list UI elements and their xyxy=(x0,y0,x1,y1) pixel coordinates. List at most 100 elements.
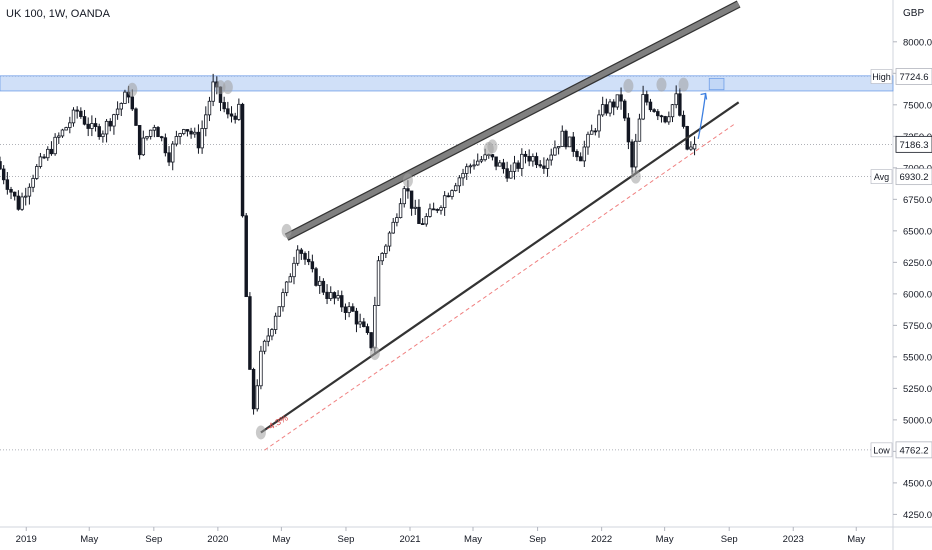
candle[interactable] xyxy=(648,101,653,111)
candle[interactable] xyxy=(689,146,693,150)
candle[interactable] xyxy=(244,215,248,298)
candle[interactable] xyxy=(46,148,50,159)
candle[interactable] xyxy=(226,108,230,115)
candle[interactable] xyxy=(79,110,83,117)
candle[interactable] xyxy=(185,129,190,132)
candle[interactable] xyxy=(630,141,634,168)
candle[interactable] xyxy=(137,125,142,156)
candle[interactable] xyxy=(123,91,127,104)
candle[interactable] xyxy=(611,101,616,108)
candle[interactable] xyxy=(678,93,682,116)
candle[interactable] xyxy=(589,130,594,135)
channel-upper-line[interactable] xyxy=(285,1,740,240)
candle[interactable] xyxy=(68,122,72,128)
candle[interactable] xyxy=(156,127,160,138)
candle[interactable] xyxy=(464,166,469,174)
candle[interactable] xyxy=(670,104,675,118)
candle[interactable] xyxy=(12,191,17,197)
candle[interactable] xyxy=(281,292,285,308)
candle[interactable] xyxy=(189,130,193,135)
candle[interactable] xyxy=(178,133,182,137)
candle[interactable] xyxy=(163,137,168,154)
candle[interactable] xyxy=(538,164,542,167)
candle[interactable] xyxy=(277,306,282,317)
candle[interactable] xyxy=(545,159,550,169)
candle[interactable] xyxy=(93,123,98,127)
candle[interactable] xyxy=(332,292,337,299)
candle[interactable] xyxy=(398,203,403,219)
candle[interactable] xyxy=(222,102,226,110)
candle[interactable] xyxy=(641,94,645,120)
candle[interactable] xyxy=(457,177,462,187)
candle[interactable] xyxy=(200,128,204,149)
candle[interactable] xyxy=(167,152,171,163)
candle[interactable] xyxy=(362,321,366,328)
candle[interactable] xyxy=(527,156,531,162)
candle[interactable] xyxy=(376,260,381,306)
candle[interactable] xyxy=(634,140,638,168)
candle[interactable] xyxy=(582,146,587,162)
candle[interactable] xyxy=(49,148,54,155)
candle[interactable] xyxy=(204,114,208,129)
candle[interactable] xyxy=(207,100,212,116)
candle[interactable] xyxy=(420,223,425,225)
candle[interactable] xyxy=(42,156,46,159)
candle[interactable] xyxy=(53,136,57,155)
candle[interactable] xyxy=(645,94,649,103)
candle[interactable] xyxy=(229,113,234,117)
candle[interactable] xyxy=(358,321,362,325)
candle[interactable] xyxy=(75,109,79,112)
candle[interactable] xyxy=(211,81,215,102)
candle[interactable] xyxy=(16,195,21,210)
candle[interactable] xyxy=(5,179,10,190)
candle[interactable] xyxy=(251,369,256,410)
candle[interactable] xyxy=(101,133,105,138)
candle[interactable] xyxy=(549,154,553,161)
candle[interactable] xyxy=(435,209,440,211)
candle[interactable] xyxy=(593,130,598,133)
candle[interactable] xyxy=(325,291,329,299)
candle[interactable] xyxy=(623,100,627,119)
candle[interactable] xyxy=(652,109,656,112)
candle[interactable] xyxy=(317,280,322,286)
candle[interactable] xyxy=(329,292,333,299)
candle[interactable] xyxy=(395,217,399,223)
candle[interactable] xyxy=(266,335,270,342)
candle[interactable] xyxy=(38,156,43,167)
candle[interactable] xyxy=(637,118,642,142)
candle[interactable] xyxy=(270,329,274,337)
candle[interactable] xyxy=(86,123,90,129)
candle[interactable] xyxy=(604,104,609,114)
candle[interactable] xyxy=(498,162,502,167)
candle[interactable] xyxy=(391,221,395,234)
candle[interactable] xyxy=(71,109,76,124)
candle[interactable] xyxy=(141,137,146,156)
candle[interactable] xyxy=(564,130,568,148)
candle[interactable] xyxy=(490,154,495,158)
candle[interactable] xyxy=(170,143,175,163)
candle[interactable] xyxy=(159,136,164,139)
candle[interactable] xyxy=(553,147,557,156)
candle[interactable] xyxy=(523,153,528,157)
candle[interactable] xyxy=(82,116,87,125)
candle[interactable] xyxy=(104,120,109,135)
candle[interactable] xyxy=(567,136,572,148)
candle[interactable] xyxy=(380,253,384,262)
candle[interactable] xyxy=(453,185,458,192)
candle[interactable] xyxy=(365,326,370,333)
candle[interactable] xyxy=(148,129,153,137)
candle[interactable] xyxy=(347,306,351,313)
candle[interactable] xyxy=(240,103,245,217)
candle[interactable] xyxy=(531,156,535,162)
candle[interactable] xyxy=(659,115,664,118)
candle[interactable] xyxy=(351,306,355,312)
candle[interactable] xyxy=(273,315,278,330)
candle[interactable] xyxy=(615,94,620,108)
candle[interactable] xyxy=(306,258,311,263)
candle[interactable] xyxy=(9,189,13,193)
candle[interactable] xyxy=(112,114,116,127)
candle[interactable] xyxy=(578,156,583,162)
candle[interactable] xyxy=(343,306,348,313)
candle[interactable] xyxy=(292,262,296,278)
